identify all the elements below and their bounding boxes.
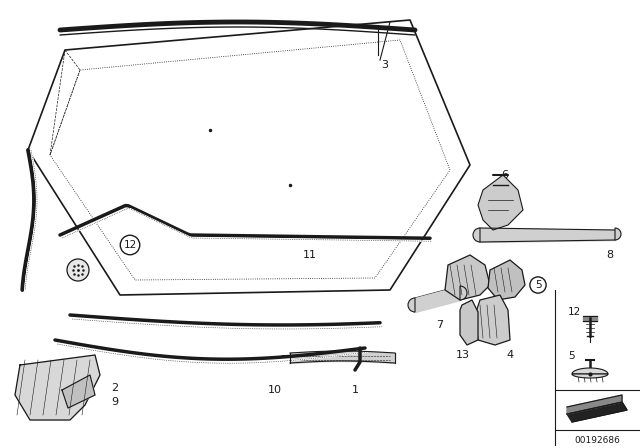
Polygon shape [445, 255, 490, 300]
Wedge shape [473, 228, 480, 242]
Wedge shape [615, 228, 621, 240]
Circle shape [67, 259, 89, 281]
Text: 9: 9 [111, 397, 118, 407]
Polygon shape [567, 402, 627, 422]
Polygon shape [460, 300, 478, 345]
Text: 12: 12 [568, 307, 581, 317]
Wedge shape [408, 298, 415, 312]
Polygon shape [478, 175, 523, 230]
Polygon shape [567, 395, 622, 414]
Polygon shape [572, 374, 608, 378]
Polygon shape [572, 368, 608, 374]
Polygon shape [62, 375, 95, 408]
Polygon shape [475, 295, 510, 345]
Wedge shape [460, 286, 467, 300]
Text: 13: 13 [456, 350, 470, 360]
Text: 11: 11 [303, 250, 317, 260]
Text: 5: 5 [534, 280, 541, 290]
Polygon shape [488, 260, 525, 300]
Text: 5: 5 [568, 351, 575, 361]
Text: 2: 2 [111, 383, 118, 393]
Text: 12: 12 [124, 240, 136, 250]
Text: 6: 6 [502, 170, 509, 180]
Polygon shape [15, 355, 100, 420]
Text: 00192686: 00192686 [574, 435, 620, 444]
Text: 7: 7 [436, 320, 444, 330]
Text: 1: 1 [351, 385, 358, 395]
Text: 4: 4 [506, 350, 513, 360]
Text: 3: 3 [381, 60, 388, 70]
Text: 8: 8 [607, 250, 614, 260]
Text: 10: 10 [268, 385, 282, 395]
